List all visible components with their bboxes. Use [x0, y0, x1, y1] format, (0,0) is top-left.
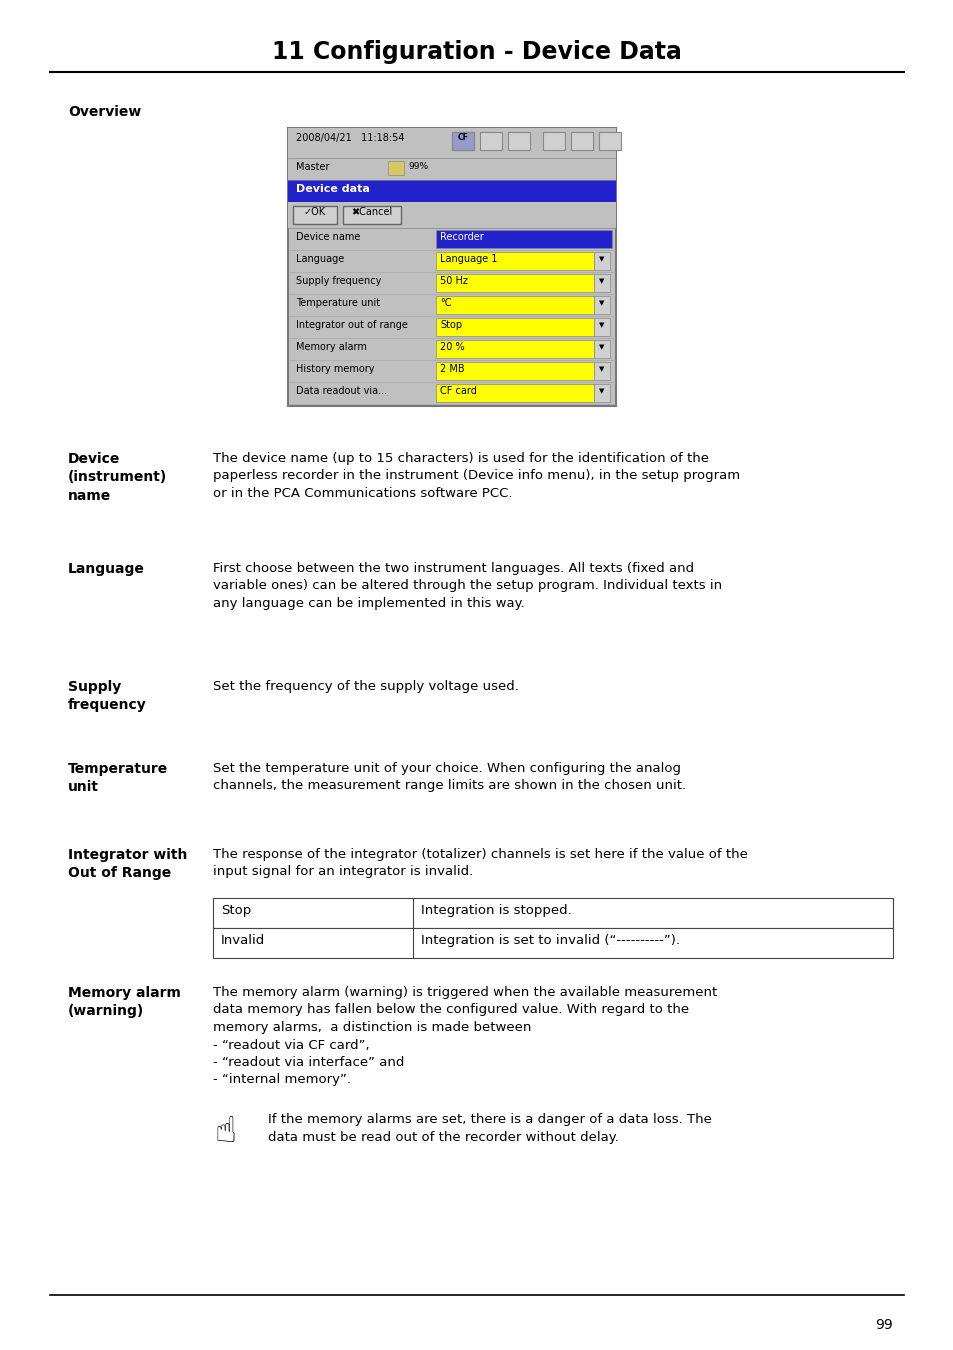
Text: 99%: 99% [408, 162, 428, 171]
Text: ▼: ▼ [598, 344, 604, 350]
Text: ✓OK: ✓OK [304, 207, 326, 217]
Text: Set the temperature unit of your choice. When configuring the analog
channels, t: Set the temperature unit of your choice.… [213, 761, 685, 792]
Text: Stop: Stop [221, 904, 251, 917]
Text: ▼: ▼ [598, 278, 604, 283]
Text: 2 MB: 2 MB [439, 364, 464, 374]
Text: °C: °C [439, 298, 451, 308]
Bar [289, 383, 615, 404]
Text: Memory alarm: Memory alarm [295, 342, 367, 352]
Bar [436, 252, 594, 270]
Bar [288, 128, 616, 158]
Text: Invalid: Invalid [221, 934, 265, 946]
Text: Device
(instrument)
name: Device (instrument) name [68, 452, 167, 502]
Bar [288, 128, 616, 406]
Text: ✖Cancel: ✖Cancel [351, 207, 393, 217]
Bar [598, 132, 620, 150]
Text: ▼: ▼ [598, 323, 604, 328]
Text: Supply
frequency: Supply frequency [68, 680, 147, 713]
Bar [507, 132, 530, 150]
Text: The memory alarm (warning) is triggered when the available measurement
data memo: The memory alarm (warning) is triggered … [213, 986, 717, 1087]
Text: Stop: Stop [439, 320, 461, 329]
Bar [594, 252, 609, 270]
Bar [288, 180, 616, 202]
Bar [343, 207, 400, 224]
Bar [289, 339, 615, 360]
Text: Data readout via...: Data readout via... [295, 386, 387, 396]
Bar [594, 296, 609, 315]
Bar [289, 296, 615, 316]
Bar [289, 317, 615, 338]
Text: Memory alarm
(warning): Memory alarm (warning) [68, 986, 181, 1018]
Bar [289, 251, 615, 271]
Bar [479, 132, 501, 150]
Bar [288, 202, 616, 228]
Text: The response of the integrator (totalizer) channels is set here if the value of : The response of the integrator (totalize… [213, 848, 747, 879]
Bar [571, 132, 593, 150]
Text: Overview: Overview [68, 105, 141, 119]
Text: Supply frequency: Supply frequency [295, 275, 381, 286]
Text: Language 1: Language 1 [439, 254, 497, 265]
Bar [436, 340, 594, 358]
Text: ▼: ▼ [598, 366, 604, 373]
Bar [293, 207, 336, 224]
Bar [436, 296, 594, 315]
Bar [594, 362, 609, 379]
Text: First choose between the two instrument languages. All texts (fixed and
variable: First choose between the two instrument … [213, 562, 721, 610]
Text: Integration is stopped.: Integration is stopped. [420, 904, 571, 917]
Text: Master: Master [295, 162, 329, 171]
Text: Integrator out of range: Integrator out of range [295, 320, 408, 329]
Text: 11 Configuration - Device Data: 11 Configuration - Device Data [272, 40, 681, 63]
Text: ▼: ▼ [598, 300, 604, 306]
Bar [388, 161, 403, 176]
Text: 99: 99 [874, 1318, 892, 1332]
Bar [288, 158, 616, 180]
Bar [436, 230, 612, 248]
Bar [452, 132, 474, 150]
Text: History memory: History memory [295, 364, 375, 374]
Text: Recorder: Recorder [439, 232, 483, 242]
Bar [436, 274, 594, 292]
Text: CF card: CF card [439, 386, 476, 396]
Bar [594, 274, 609, 292]
Text: Temperature unit: Temperature unit [295, 298, 379, 308]
Text: Integrator with
Out of Range: Integrator with Out of Range [68, 848, 187, 880]
Text: The device name (up to 15 characters) is used for the identification of the
pape: The device name (up to 15 characters) is… [213, 452, 740, 499]
Text: Language: Language [295, 254, 344, 265]
Bar [436, 383, 594, 402]
Text: 2008/04/21   11:18:54: 2008/04/21 11:18:54 [295, 134, 404, 143]
Text: 50 Hz: 50 Hz [439, 275, 467, 286]
Text: Integration is set to invalid (“----------”).: Integration is set to invalid (“--------… [420, 934, 679, 946]
Text: Device data: Device data [295, 184, 370, 194]
Bar [436, 319, 594, 336]
Text: Temperature
unit: Temperature unit [68, 761, 168, 794]
Text: Language: Language [68, 562, 145, 576]
Bar [594, 340, 609, 358]
Text: ☝: ☝ [213, 1115, 235, 1149]
Bar [213, 927, 892, 958]
Bar [436, 362, 594, 379]
Text: 20 %: 20 % [439, 342, 464, 352]
Bar [289, 273, 615, 294]
Text: Device name: Device name [295, 232, 360, 242]
Text: ▼: ▼ [598, 256, 604, 262]
Text: If the memory alarms are set, there is a danger of a data loss. The
data must be: If the memory alarms are set, there is a… [268, 1112, 711, 1143]
Bar [289, 230, 615, 250]
Bar [289, 360, 615, 382]
Bar [213, 898, 892, 927]
Bar [542, 132, 564, 150]
Bar [594, 383, 609, 402]
Text: ▼: ▼ [598, 387, 604, 394]
Text: CF: CF [457, 134, 468, 142]
Bar [594, 319, 609, 336]
Text: Set the frequency of the supply voltage used.: Set the frequency of the supply voltage … [213, 680, 518, 693]
